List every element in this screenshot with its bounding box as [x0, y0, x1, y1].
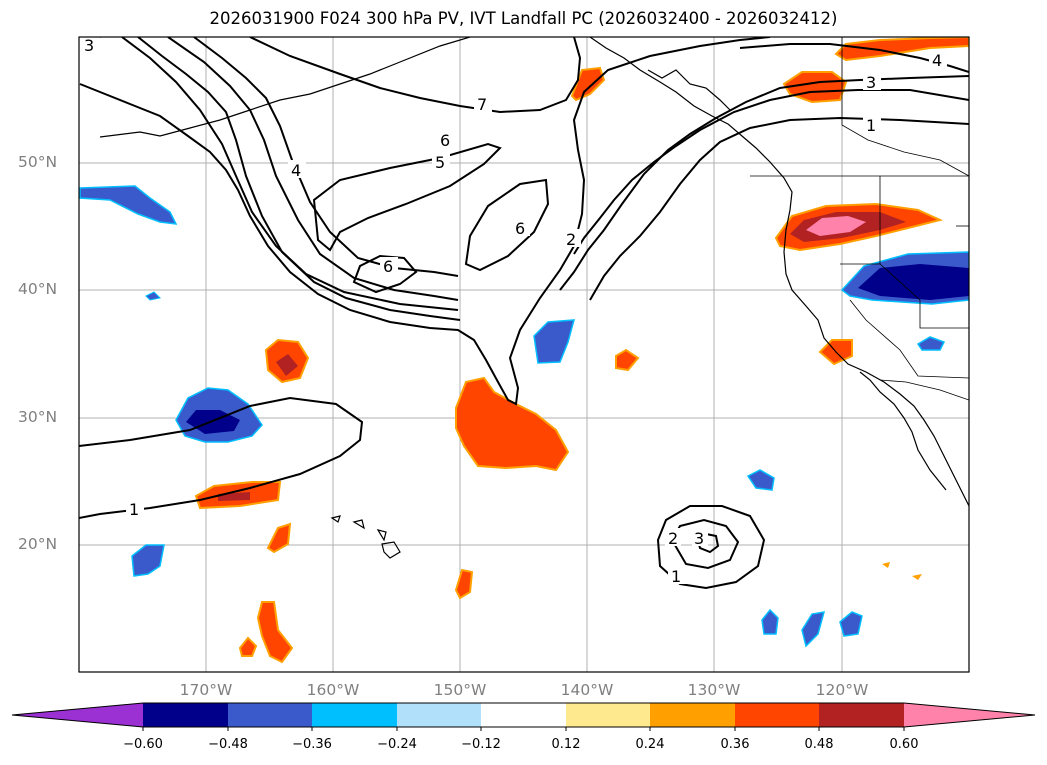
- colorbar-tick-label: 0.12: [551, 737, 581, 752]
- negative-anomaly-region: [79, 185, 178, 225]
- longitude-label: 140°W: [560, 681, 614, 699]
- positive-anomaly-region: [570, 66, 606, 102]
- colorbar: [11, 702, 1036, 731]
- positive-anomaly-region: [276, 354, 298, 376]
- negative-anomaly-region: [858, 264, 969, 300]
- colorbar-segment: [904, 703, 1035, 727]
- contour-label: 4: [932, 51, 942, 70]
- contour-label: 3: [84, 36, 94, 55]
- colorbar-tick-label: 0.48: [804, 737, 834, 752]
- contour-label: 3: [866, 73, 876, 92]
- contour-label: 3: [694, 529, 704, 548]
- positive-anomaly-region: [256, 601, 294, 664]
- positive-anomaly-region: [882, 562, 890, 568]
- contour-label: 6: [440, 131, 450, 150]
- colorbar-tick-label: 0.36: [720, 737, 750, 752]
- contour-label: 2: [566, 230, 576, 249]
- contour-label: 1: [671, 567, 681, 586]
- contour-label: 5: [435, 153, 445, 172]
- contour-label: 6: [383, 257, 393, 276]
- positive-anomaly-region: [834, 37, 969, 62]
- latitude-label: 40°N: [18, 280, 58, 298]
- plot-frame: [78, 36, 970, 673]
- latitude-label: 30°N: [18, 408, 58, 426]
- colorbar-segment: [312, 703, 397, 727]
- contour-label: 1: [129, 500, 139, 519]
- colorbar-segment: [397, 703, 481, 727]
- longitude-label: 160°W: [306, 681, 360, 699]
- positive-anomaly-region: [454, 568, 474, 600]
- colorbar-segment: [735, 703, 819, 727]
- contour-label: 7: [477, 95, 487, 114]
- negative-anomaly-region: [839, 611, 863, 637]
- colorbar-segment: [12, 703, 143, 727]
- colorbar-segment: [228, 703, 312, 727]
- colorbar-tick-label: −0.48: [208, 737, 248, 752]
- colorbar-tick-label: −0.24: [377, 737, 417, 752]
- positive-anomaly-region: [912, 574, 922, 580]
- negative-anomaly-region: [131, 544, 165, 577]
- colorbar-tick-label: −0.36: [292, 737, 332, 752]
- negative-anomaly-region: [801, 611, 826, 648]
- negative-anomaly-region: [761, 608, 779, 635]
- colorbar-segment: [143, 703, 228, 727]
- colorbar-tick-label: 0.60: [889, 737, 919, 752]
- positive-anomaly-region: [806, 216, 866, 236]
- colorbar-segment: [566, 703, 650, 727]
- longitude-label: 120°W: [815, 681, 869, 699]
- negative-anomaly-region: [916, 336, 946, 351]
- colorbar-segment: [481, 703, 566, 727]
- positive-anomaly-region: [266, 522, 292, 554]
- positive-anomaly-region: [615, 348, 640, 372]
- longitude-label: 150°W: [433, 681, 487, 699]
- contour-label: 2: [668, 529, 678, 548]
- negative-anomaly-region: [533, 319, 576, 364]
- colorbar-tick-label: 0.24: [635, 737, 665, 752]
- colorbar-segment: [819, 703, 904, 727]
- negative-anomaly-region: [746, 469, 775, 491]
- contour-label: 4: [291, 161, 301, 180]
- coastlines: [99, 37, 969, 559]
- latitude-label: 50°N: [18, 153, 58, 171]
- colorbar-segment: [650, 703, 735, 727]
- map-title: 2026031900 F024 300 hPa PV, IVT Landfall…: [209, 9, 838, 28]
- negative-anomaly-region: [145, 291, 162, 301]
- contour-labels: 3 7 6 5 4 6 6 2 3 1 4 1 2 3: [80, 36, 947, 586]
- contour-label: 1: [866, 116, 876, 135]
- positive-anomaly-region: [455, 376, 570, 472]
- latitude-label: 20°N: [18, 535, 58, 553]
- contour-label: 6: [515, 219, 525, 238]
- longitude-label: 130°W: [687, 681, 741, 699]
- colorbar-tick-label: −0.60: [123, 737, 163, 752]
- longitude-label: 170°W: [179, 681, 233, 699]
- ivt-filled-contours: [79, 37, 969, 664]
- colorbar-tick-label: −0.12: [461, 737, 501, 752]
- positive-anomaly-region: [238, 636, 258, 657]
- political-borders: [750, 37, 969, 401]
